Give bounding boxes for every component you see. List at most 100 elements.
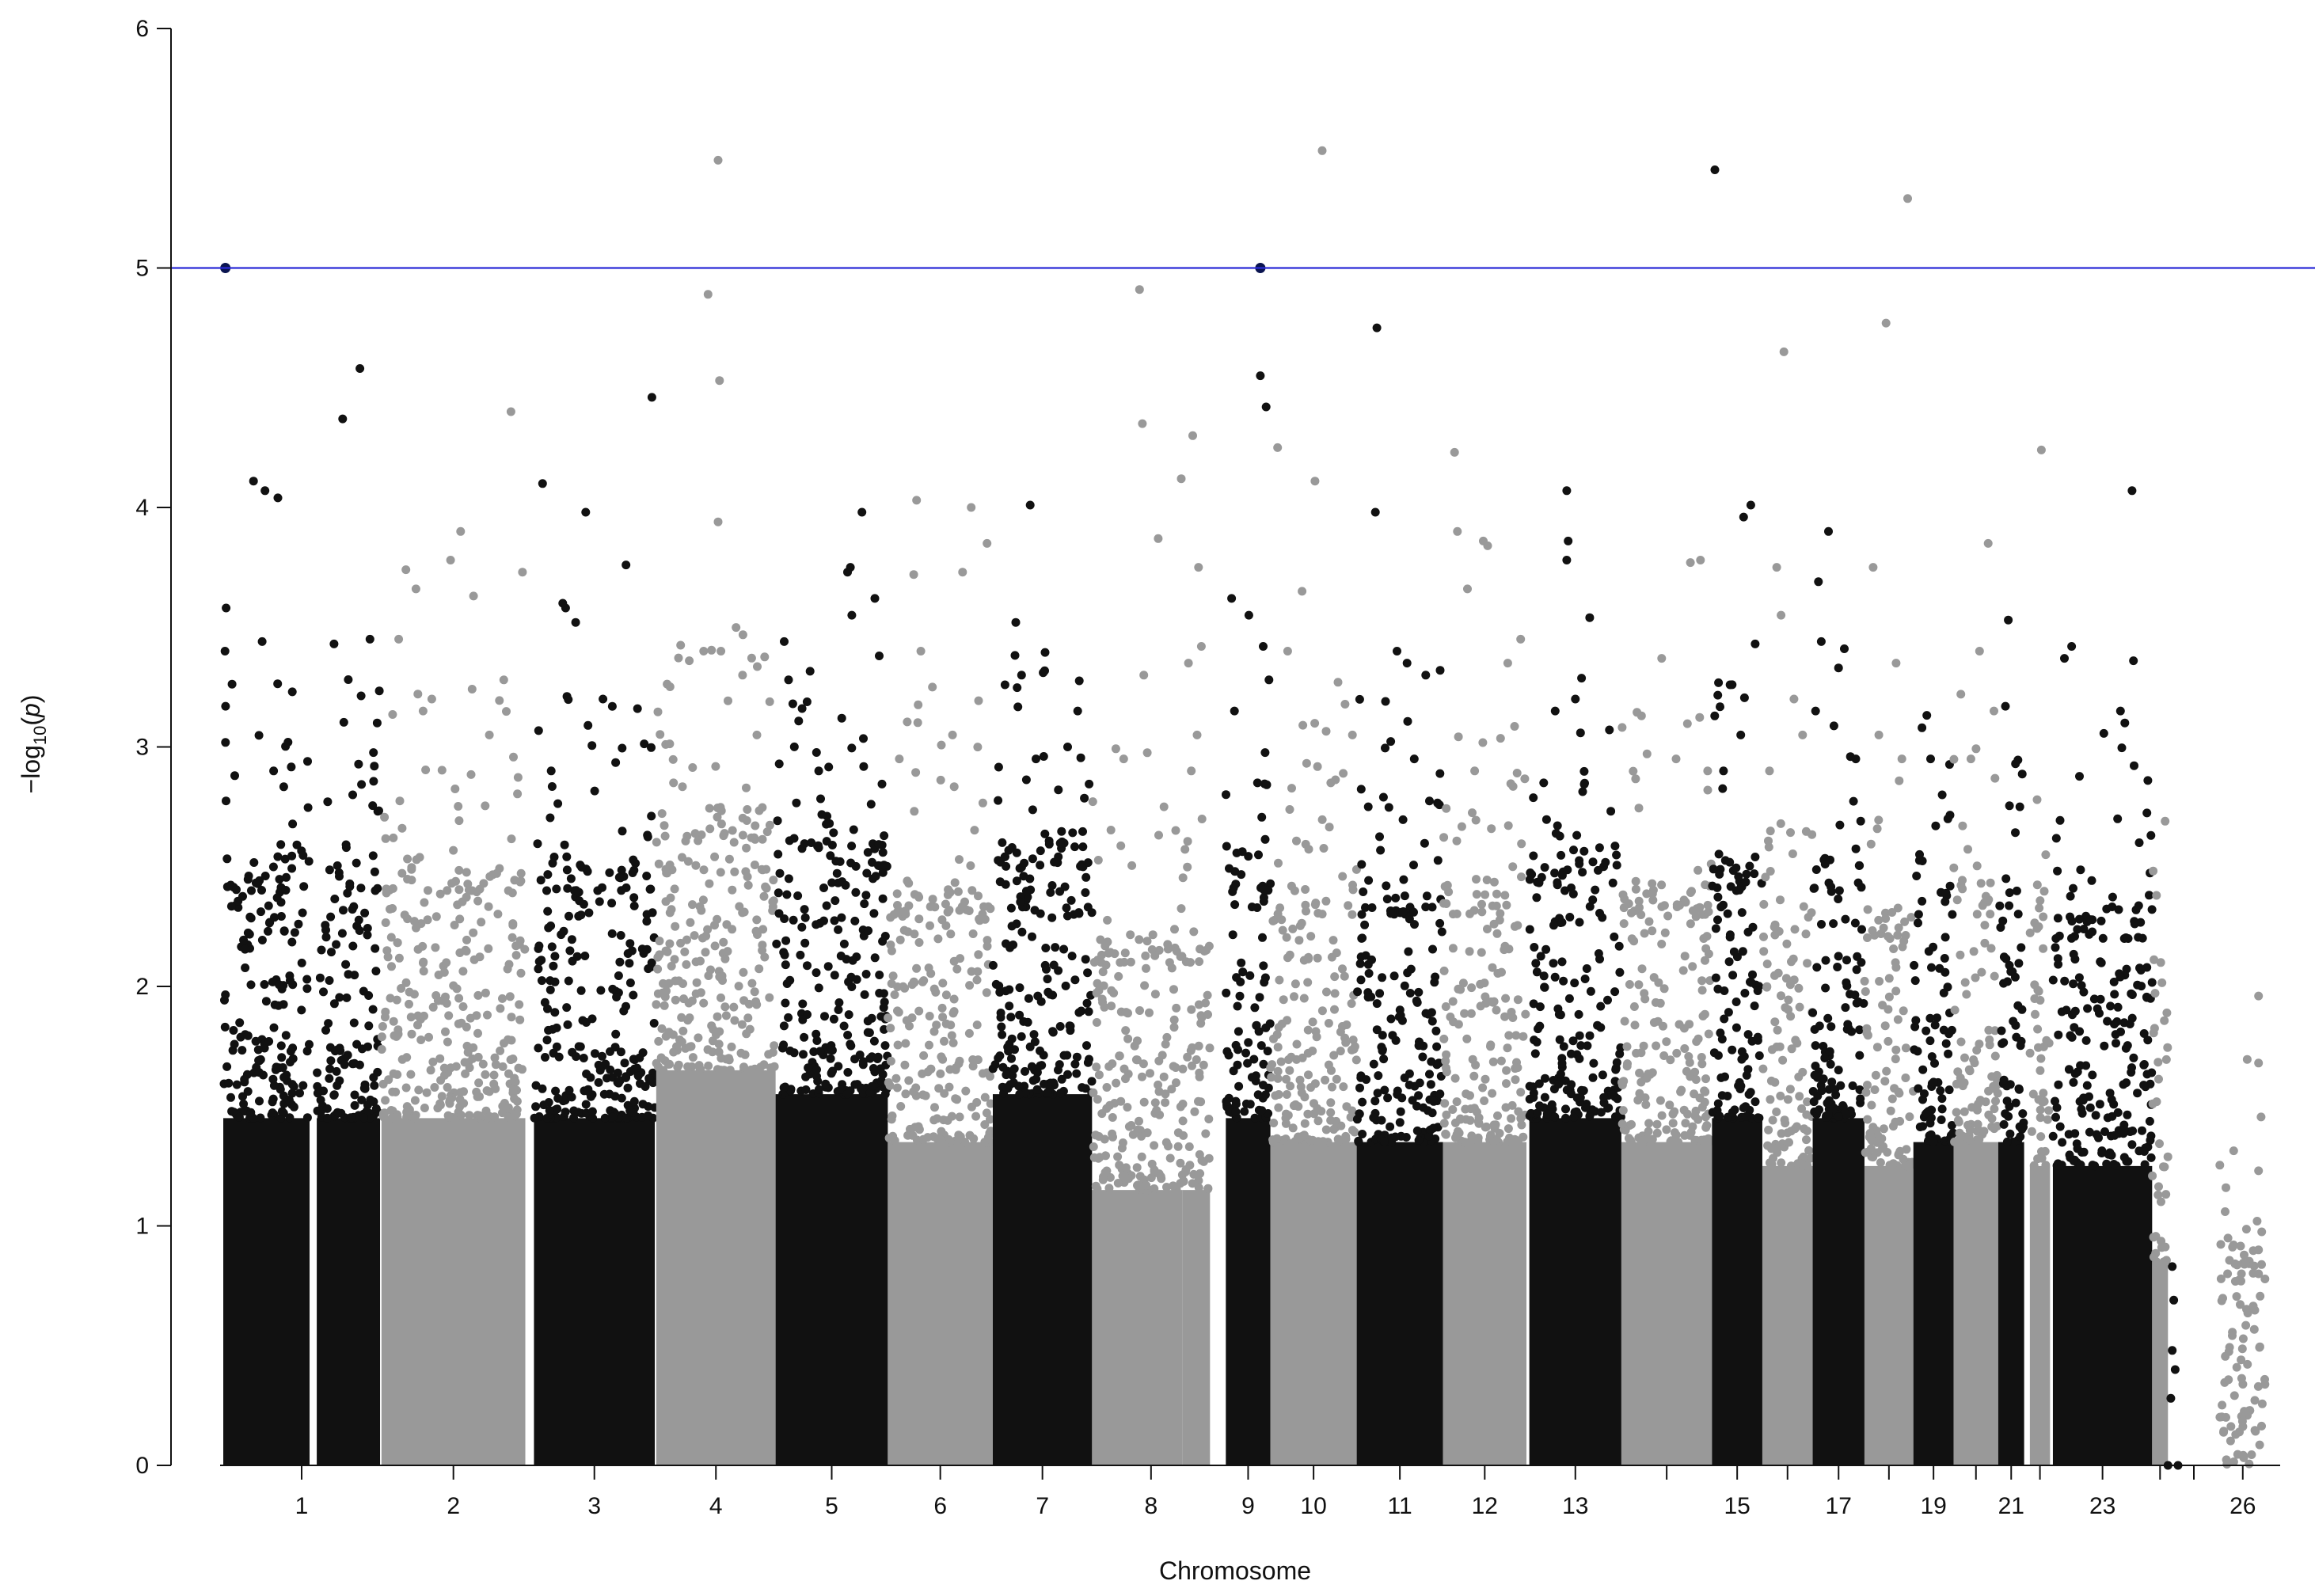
snp-point	[1761, 872, 1770, 882]
snp-point	[2091, 1111, 2100, 1120]
snp-point	[2218, 1294, 2227, 1303]
snp-point	[2012, 886, 2021, 895]
snp-peak-point	[948, 730, 957, 739]
snp-point	[2055, 1122, 2065, 1131]
snp-point	[2067, 917, 2077, 926]
snp-point	[1815, 1105, 1824, 1115]
snp-point	[653, 707, 663, 716]
snp-point	[1965, 1066, 1975, 1076]
snp-point	[1439, 1119, 1449, 1128]
snp-point	[1724, 1008, 1733, 1017]
snp-point	[272, 1062, 281, 1072]
snp-point	[1745, 861, 1754, 871]
snp-point	[1777, 1158, 1786, 1168]
snp-point	[1786, 1161, 1796, 1171]
snp-point	[1997, 1026, 2006, 1036]
snp-point	[1047, 881, 1057, 890]
snp-point	[2224, 1347, 2233, 1356]
snp-point	[1271, 1091, 1280, 1100]
snp-point	[1294, 936, 1304, 945]
snp-point	[2017, 770, 2027, 779]
snp-point	[496, 1046, 505, 1055]
snp-peak-point	[1025, 500, 1035, 510]
snp-point	[1691, 1075, 1701, 1085]
snp-peak-point	[1402, 659, 1412, 668]
snp-point	[1378, 1031, 1387, 1040]
snp-point	[325, 1074, 334, 1083]
snp-point	[2240, 1250, 2248, 1260]
snp-point	[793, 891, 803, 900]
snp-point	[1580, 975, 1590, 983]
snp-peak-point	[1333, 678, 1343, 687]
snp-point	[774, 909, 784, 918]
snp-point	[1169, 1181, 1178, 1191]
chromosome-22-dense-band	[2029, 1165, 2051, 1466]
snp-point	[1329, 1125, 1339, 1134]
snp-point	[1165, 1153, 1175, 1163]
snp-point	[1194, 1041, 1203, 1051]
snp-point	[1165, 958, 1174, 967]
snp-point	[1428, 944, 1437, 954]
snp-point	[1084, 1007, 1093, 1016]
snp-peak-point	[2011, 759, 2020, 769]
snp-peak-point	[1710, 165, 1720, 174]
snp-point	[886, 1024, 895, 1033]
snp-point	[1857, 958, 1866, 967]
snp-point	[1798, 1067, 1808, 1077]
snp-point	[2237, 1355, 2246, 1365]
snp-point	[1478, 738, 1488, 747]
snp-point	[1659, 1051, 1669, 1060]
snp-point	[1947, 1025, 1956, 1035]
snp-point	[1808, 1087, 1818, 1096]
snp-point	[1886, 1106, 1895, 1115]
snp-point	[901, 1039, 910, 1048]
snp-point	[762, 827, 772, 837]
snp-point	[469, 928, 478, 937]
snp-point	[409, 990, 419, 999]
snp-point	[1065, 1021, 1074, 1031]
snp-point	[1491, 1120, 1500, 1130]
snp-peak-point	[273, 493, 283, 503]
snp-point	[743, 880, 753, 890]
snp-point	[1716, 1073, 1726, 1082]
snp-point	[1588, 1073, 1598, 1082]
snp-point	[2085, 915, 2095, 925]
snp-point	[1557, 957, 1567, 967]
snp-point	[246, 914, 256, 923]
snp-point	[2069, 884, 2077, 893]
snp-point	[719, 937, 728, 947]
snp-point	[730, 1016, 739, 1025]
snp-point	[785, 975, 795, 985]
snp-point	[1338, 872, 1348, 881]
snp-point	[1383, 1093, 1393, 1103]
snp-point	[888, 971, 898, 981]
snp-point	[260, 980, 269, 989]
snp-point	[937, 1127, 946, 1136]
snp-point	[983, 936, 992, 945]
snp-point	[1944, 1049, 1953, 1058]
snp-point	[971, 1112, 981, 1121]
snp-point	[1127, 861, 1137, 870]
snp-point	[715, 972, 724, 982]
snp-point	[1759, 932, 1768, 941]
snp-point	[1960, 1053, 1969, 1062]
snp-point	[1586, 986, 1595, 996]
snp-point	[1481, 1074, 1490, 1084]
snp-point	[965, 981, 975, 990]
snp-point	[1712, 883, 1722, 892]
snp-point	[1062, 1051, 1072, 1060]
snp-point	[1511, 1075, 1520, 1085]
snp-point	[1273, 910, 1283, 918]
snp-point	[1786, 1127, 1796, 1136]
snp-point	[1785, 1085, 1795, 1094]
snp-point	[2017, 1124, 2027, 1134]
snp-peak-point	[928, 682, 937, 692]
snp-point	[2249, 1261, 2259, 1271]
snp-point	[1260, 748, 1270, 758]
snp-point	[1639, 1041, 1648, 1051]
snp-point	[770, 1041, 779, 1051]
snp-point	[2085, 1103, 2095, 1112]
snp-point	[678, 853, 686, 862]
snp-point	[319, 987, 328, 997]
snp-point	[2163, 1043, 2172, 1052]
